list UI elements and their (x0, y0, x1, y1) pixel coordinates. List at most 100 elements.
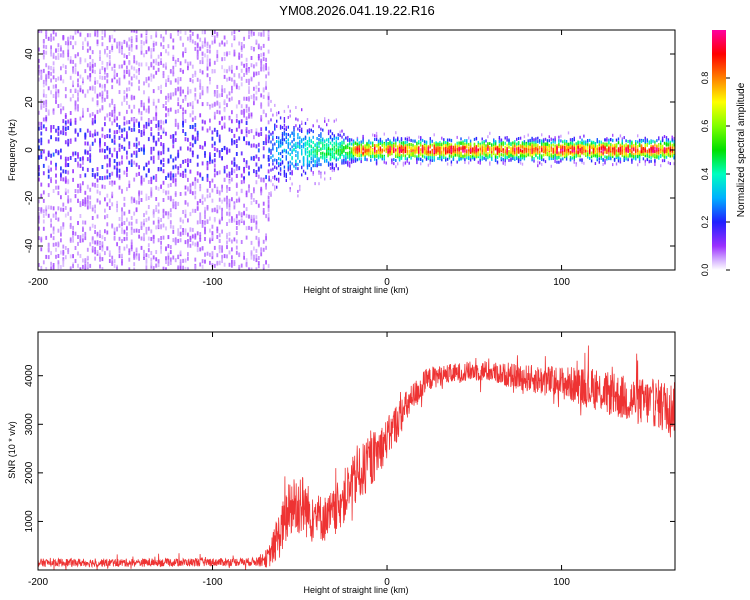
heatmap-cell (245, 263, 248, 268)
heatmap-cell (262, 178, 265, 183)
heatmap-cell (226, 188, 228, 193)
heatmap-cell (360, 144, 362, 147)
heatmap-cell (443, 146, 445, 150)
heatmap-cell (104, 229, 106, 234)
heatmap-cell (169, 69, 172, 73)
heatmap-cell (189, 125, 192, 129)
heatmap-cell (169, 196, 172, 201)
heatmap-cell (157, 151, 160, 156)
heatmap-cell (268, 130, 270, 134)
heatmap-cell (150, 192, 153, 197)
heatmap-cell (45, 254, 48, 259)
heatmap-cell (435, 146, 437, 150)
heatmap-cell (86, 195, 89, 200)
heatmap-cell (489, 148, 491, 152)
heatmap-cell (96, 40, 99, 44)
heatmap-cell (187, 266, 189, 270)
heatmap-cell (267, 102, 270, 107)
heatmap-cell (360, 160, 362, 164)
heatmap-cell (174, 91, 177, 96)
heatmap-cell (84, 135, 87, 140)
heatmap-cell (466, 145, 468, 148)
heatmap-cell (525, 148, 527, 152)
heatmap-cell (318, 138, 320, 141)
heatmap-cell (571, 153, 574, 157)
heatmap-cell (106, 46, 109, 50)
heatmap-cell (510, 154, 512, 157)
heatmap-cell (235, 164, 238, 169)
heatmap-cell (182, 258, 184, 263)
heatmap-cell (295, 149, 297, 153)
heatmap-cell (374, 134, 376, 138)
heatmap-cell (126, 65, 128, 70)
heatmap-cell (343, 149, 345, 153)
heatmap-cell (573, 136, 575, 140)
heatmap-cell (496, 151, 499, 155)
heatmap-cell (101, 148, 104, 153)
heatmap-cell (418, 135, 420, 139)
heatmap-cell (182, 98, 184, 103)
heatmap-cell (598, 143, 600, 147)
heatmap-cell (62, 50, 65, 55)
heatmap-cell (398, 150, 401, 153)
heatmap-cell (458, 158, 460, 162)
heatmap-cell (420, 136, 422, 140)
heatmap-cell (262, 32, 265, 37)
heatmap-cell (206, 41, 209, 46)
heatmap-cell (337, 149, 339, 153)
heatmap-cell (211, 143, 214, 148)
heatmap-cell (406, 147, 408, 151)
heatmap-cell (521, 149, 524, 153)
heatmap-cell (341, 145, 343, 149)
heatmap-cell (308, 150, 311, 154)
heatmap-cell (268, 163, 270, 167)
heatmap-cell (162, 163, 165, 167)
heatmap-cell (221, 188, 223, 193)
heatmap-cell (47, 193, 50, 197)
heatmap-cell (360, 147, 362, 151)
heatmap-cell (121, 239, 123, 244)
heatmap-cell (297, 141, 299, 145)
heatmap-cell (383, 146, 385, 150)
heatmap-cell (542, 149, 545, 153)
heatmap-cell (517, 150, 520, 154)
heatmap-cell (96, 184, 99, 188)
heatmap-cell (213, 90, 216, 94)
heatmap-cell (585, 152, 587, 156)
heatmap-cell (393, 142, 395, 146)
heatmap-cell (343, 146, 345, 150)
heatmap-cell (226, 195, 228, 200)
heatmap-cell (52, 36, 55, 41)
heatmap-cell (297, 133, 299, 136)
heatmap-cell (539, 150, 541, 154)
heatmap-cell (172, 173, 175, 178)
heatmap-cell (99, 137, 101, 142)
heatmap-cell (521, 156, 524, 160)
heatmap-cell (50, 52, 52, 57)
heatmap-cell (101, 90, 104, 95)
heatmap-cell (306, 177, 309, 181)
heatmap-cell (96, 214, 99, 219)
heatmap-cell (276, 159, 278, 162)
heatmap-cell (86, 89, 89, 94)
heatmap-cell (138, 171, 140, 176)
heatmap-cell (312, 164, 314, 168)
heatmap-cell (99, 176, 101, 180)
heatmap-cell (67, 119, 70, 124)
heatmap-cell (169, 257, 172, 262)
heatmap-cell (108, 163, 111, 168)
heatmap-cell (260, 127, 263, 132)
heatmap-cell (162, 157, 165, 162)
heatmap-cell (541, 148, 543, 152)
heatmap-cell (86, 107, 89, 112)
heatmap-cell (283, 149, 286, 153)
heatmap-cell (233, 49, 236, 54)
heatmap-cell (262, 210, 265, 215)
heatmap-cell (191, 234, 194, 239)
heatmap-cell (349, 155, 351, 159)
heatmap-cell (108, 128, 111, 133)
heatmap-cell (108, 150, 111, 155)
heatmap-cell (481, 149, 483, 153)
heatmap-cell (226, 173, 228, 178)
heatmap-cell (160, 135, 162, 139)
